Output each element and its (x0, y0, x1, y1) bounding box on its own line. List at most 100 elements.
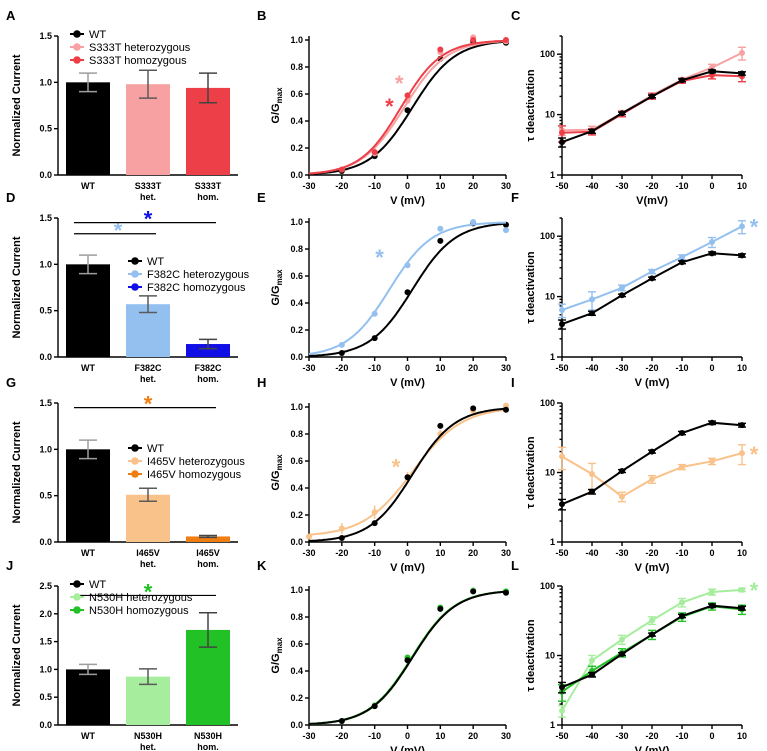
legend-entry: WT (147, 256, 164, 268)
panel-label-k: K (257, 558, 267, 573)
data-point-het (679, 254, 685, 261)
y-tick-label: 0.4 (290, 298, 303, 308)
data-point-wt (338, 349, 345, 356)
data-point-het (559, 707, 565, 714)
category-label: WT (81, 363, 95, 373)
y-tick-label: 0.6 (290, 271, 303, 281)
significance-star: * (375, 245, 384, 270)
bar-het (126, 84, 170, 175)
y-tick-label: 10 (545, 651, 555, 661)
y-tick-label: 1.0 (39, 444, 52, 454)
data-point-wt (371, 703, 378, 710)
data-point-wt (404, 657, 411, 664)
x-axis-label: V (mV) (390, 562, 425, 574)
data-point-het (619, 284, 625, 291)
y-tick-label: 100 (540, 231, 555, 241)
category-label: WT (81, 548, 95, 558)
x-tick-label: -10 (368, 731, 381, 741)
data-point-wt (589, 488, 595, 495)
x-tick-label: -40 (585, 363, 598, 373)
y-tick-label: 0.4 (290, 116, 303, 126)
legend-entry: WT (89, 29, 106, 41)
x-tick-label: 10 (737, 548, 747, 558)
tau-chart-c: C 1 10 100 -50 -40 -30 -20 -10 0 10 V(mV) τ deactiva… (511, 8, 747, 207)
gv-chart-b: B 0.0 0.2 0.4 0.6 0.8 1.0 -30 -20 -10 0 10 20 30 V (mV… (257, 8, 511, 207)
x-tick-label: -10 (675, 731, 688, 741)
x-tick-label: -20 (335, 181, 348, 191)
x-tick-label: -10 (368, 181, 381, 191)
x-tick-label: -20 (645, 363, 658, 373)
data-point-wt (739, 422, 745, 429)
panel-label-c: C (511, 8, 521, 23)
x-tick-label: 20 (468, 181, 478, 191)
legend-entry: F382C homozygous (147, 282, 246, 294)
y-tick-label: 1 (550, 352, 555, 362)
y-tick-label: 0.2 (290, 325, 303, 335)
data-point-wt (739, 605, 745, 612)
significance-star: * (144, 392, 153, 417)
data-point-het (503, 227, 509, 234)
legend-marker (73, 56, 81, 64)
data-point-wt (709, 419, 715, 426)
panel-label-f: F (511, 190, 519, 205)
category-label: I465V (196, 548, 220, 558)
data-point-wt (589, 128, 595, 135)
y-tick-label: 100 (540, 581, 555, 591)
data-point-wt (679, 613, 685, 620)
data-point-wt (338, 717, 345, 724)
x-tick-label: -50 (555, 548, 568, 558)
y-tick-label: 1.0 (290, 217, 303, 227)
x-tick-label: -10 (675, 181, 688, 191)
x-tick-label: -20 (645, 731, 658, 741)
legend-entry: S333T heterozygous (89, 42, 191, 54)
y-tick-label: 10 (545, 110, 555, 120)
x-tick-label: -30 (615, 363, 628, 373)
data-point-wt (739, 70, 745, 77)
x-axis-label: V(mV) (636, 195, 668, 207)
data-point-het (338, 341, 345, 348)
legend-marker (131, 257, 139, 265)
y-tick-label: 1.0 (290, 35, 303, 45)
x-tick-label: -10 (675, 548, 688, 558)
data-point-wt (679, 77, 685, 84)
panel-label-l: L (511, 558, 519, 573)
y-tick-label: 0.0 (39, 537, 52, 547)
y-axis-label-main: G/G (270, 653, 282, 673)
x-axis-label: V (mV) (390, 745, 425, 751)
legend-entry: N530H heterozygous (89, 592, 193, 604)
y-tick-label: 1.0 (39, 77, 52, 87)
y-axis-label: G/Gmax (270, 637, 284, 674)
y-tick-label: 0.8 (290, 429, 303, 439)
y-tick-label: 1.5 (39, 213, 52, 223)
y-tick-label: 1 (550, 537, 555, 547)
y-tick-label: 1.5 (39, 637, 52, 647)
data-point-wt (404, 474, 411, 481)
y-tick-label: 0.5 (39, 692, 52, 702)
gv-chart-h: H 0.0 0.2 0.4 0.6 0.8 1.0 -30 -20 -10 0 10 20 30 V (mV… (257, 375, 511, 574)
x-tick-label: 0 (709, 548, 714, 558)
y-tick-label: 1.0 (39, 259, 52, 269)
data-point-hom (404, 92, 411, 99)
series-line-hom (561, 74, 743, 134)
category-label: hom. (197, 559, 219, 569)
panel-label-a: A (6, 8, 16, 23)
x-tick-label: 0 (405, 363, 410, 373)
y-tick-label: 1.0 (39, 664, 52, 674)
legend-marker (131, 444, 139, 452)
x-axis-label: V (mV) (635, 377, 670, 389)
category-label: N530H (134, 731, 162, 741)
y-tick-label: 0.0 (290, 352, 303, 362)
panel-label-e: E (257, 190, 266, 205)
legend-entry: WT (89, 579, 106, 591)
y-tick-label: 2.5 (39, 581, 52, 591)
data-point-wt (559, 321, 565, 328)
bar-wt (66, 82, 110, 175)
x-tick-label: 30 (501, 181, 511, 191)
y-tick-label: 0.0 (39, 352, 52, 362)
category-label: S333T (135, 181, 162, 191)
x-tick-label: 10 (737, 731, 747, 741)
y-axis-label: τ deactivation (525, 619, 537, 691)
significance-star: * (114, 218, 123, 243)
